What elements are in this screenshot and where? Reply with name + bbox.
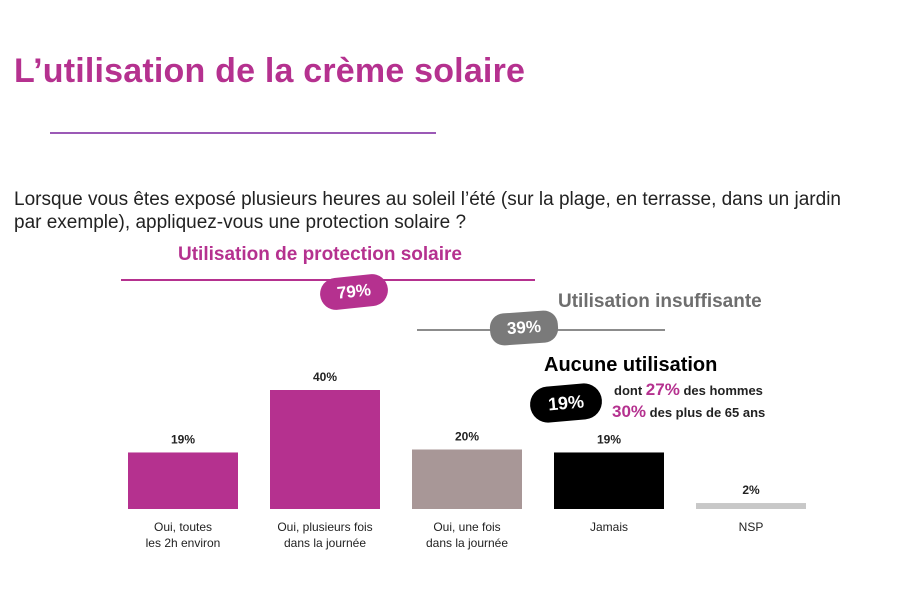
bar-category-label-1-line-1: Oui, toutes: [153, 520, 213, 534]
question-line-2: par exemple), appliquez-vous une protect…: [14, 212, 467, 233]
bar-value-label-4: 19%: [597, 432, 621, 446]
no-use-note-seniors: 30% des plus de 65 ans: [612, 402, 765, 422]
page-title: L’utilisation de la crème solaire: [14, 52, 526, 90]
bar-5: [696, 503, 806, 509]
note-prefix: dont: [614, 383, 643, 398]
bar-value-label-5: 2%: [742, 483, 760, 497]
title-underline: [50, 132, 436, 134]
survey-question: Lorsque vous êtes exposé plusieurs heure…: [14, 188, 889, 234]
bar-1: [128, 452, 238, 509]
bar-category-label-3-line-1: Oui, une fois: [433, 520, 501, 534]
note-men-value: 27%: [645, 380, 680, 399]
no-use-group-label: Aucune utilisation: [544, 354, 718, 376]
bar-2: [270, 390, 380, 509]
bar-category-label-2-line-2: dans la journée: [283, 536, 367, 550]
bar-category-label-5-line-1: NSP: [738, 520, 764, 534]
bar-value-label-2: 40%: [313, 370, 337, 384]
bar-category-label-1: Oui, toutes les 2h environ: [113, 519, 253, 551]
bar-category-label-2: Oui, plusieurs fois dans la journée: [255, 519, 395, 551]
question-line-1: Lorsque vous êtes exposé plusieurs heure…: [14, 189, 841, 210]
no-use-note-men: dont 27% des hommes: [614, 380, 763, 400]
note-men-suffix: des hommes: [683, 383, 763, 398]
bar-category-label-1-line-2: les 2h environ: [145, 536, 221, 550]
note-seniors-value: 30%: [612, 402, 647, 421]
bar-category-label-4: Jamais: [539, 519, 679, 535]
bar-category-label-5: NSP: [681, 519, 821, 535]
bar-value-label-3: 20%: [455, 430, 479, 444]
bar-category-label-2-line-1: Oui, plusieurs fois: [277, 520, 373, 534]
protection-group-label: Utilisation de protection solaire: [178, 244, 462, 265]
bar-3: [412, 449, 522, 509]
bar-category-label-3-line-2: dans la journée: [425, 536, 509, 550]
bar-category-label-4-line-1: Jamais: [589, 520, 628, 534]
bar-4: [554, 452, 664, 509]
bar-category-label-3: Oui, une fois dans la journée: [397, 519, 537, 551]
bar-value-label-1: 19%: [171, 432, 195, 446]
note-seniors-suffix: des plus de 65 ans: [649, 405, 766, 420]
insufficient-group-label: Utilisation insuffisante: [558, 291, 762, 312]
